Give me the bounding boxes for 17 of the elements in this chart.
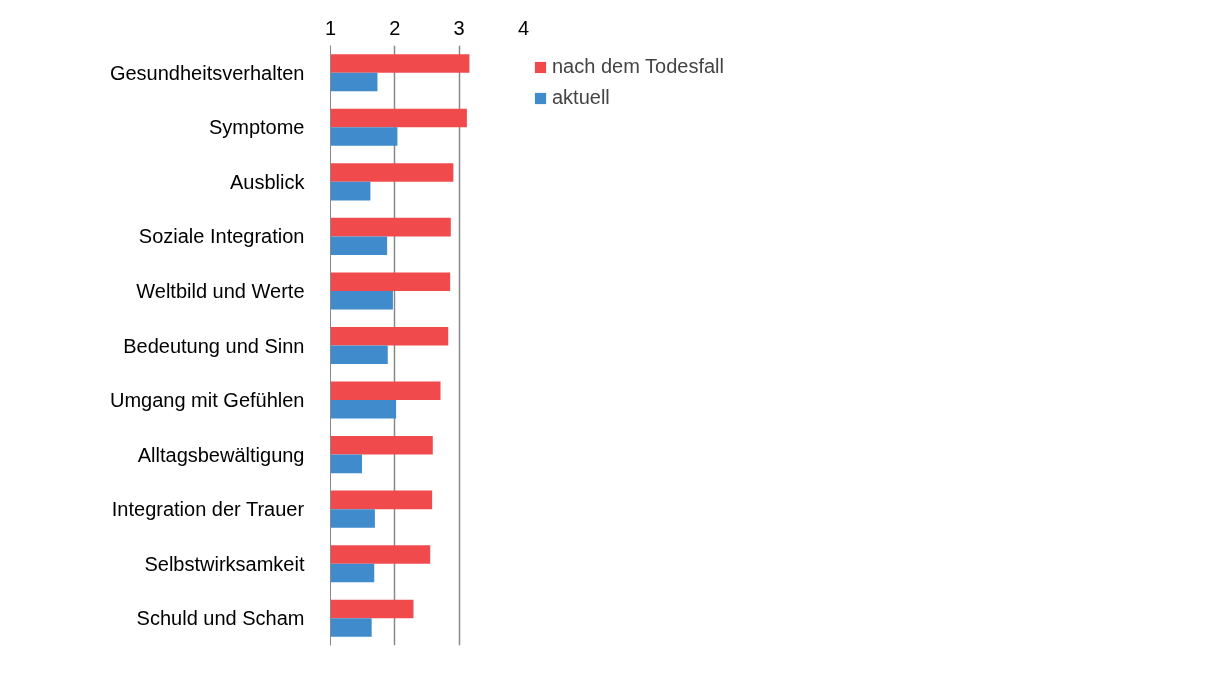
y-tick-label: Bedeutung und Sinn xyxy=(123,334,305,357)
x-tick-label: 2 xyxy=(389,16,401,39)
y-tick-label: Gesundheitsverhalten xyxy=(109,61,305,84)
y-tick-label: Umgang mit Gefühlen xyxy=(109,389,305,412)
x-tick-label: 3 xyxy=(453,16,465,39)
y-tick-label: Integration der Trauer xyxy=(111,498,305,521)
y-tick-label: Symptome xyxy=(208,116,305,139)
y-tick-label: Weltbild und Werte xyxy=(136,279,305,302)
legend-label: aktuell xyxy=(552,86,610,109)
y-tick-label: Alltagsbewältigung xyxy=(137,443,305,466)
legend-label: nach dem Todesfall xyxy=(552,55,724,78)
y-tick-label: Schuld und Scham xyxy=(136,607,305,630)
x-tick-label: 1 xyxy=(324,16,337,39)
y-tick-label: Soziale Integration xyxy=(138,225,305,248)
y-tick-label: Ausblick xyxy=(230,170,306,193)
x-tick-label: 4 xyxy=(517,16,530,39)
y-tick-label: Selbstwirksamkeit xyxy=(144,552,305,575)
